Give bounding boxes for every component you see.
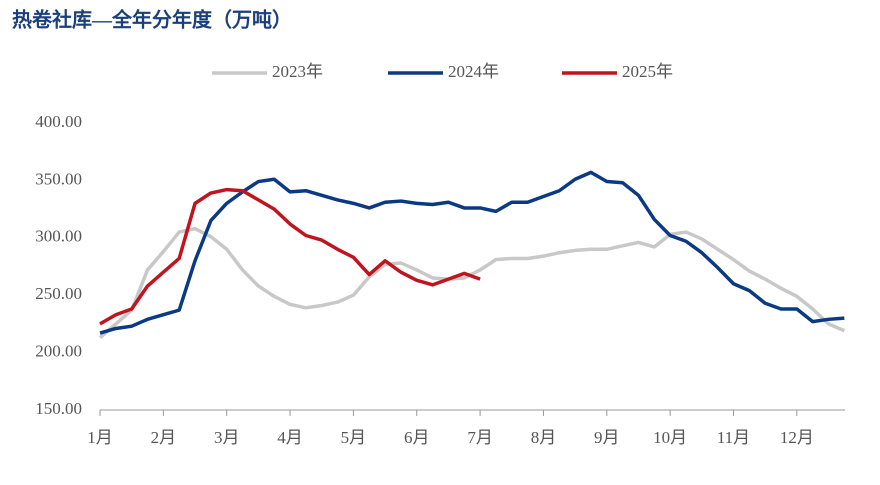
series-line (99, 187, 481, 326)
x-tick-label: 5月 (341, 428, 367, 447)
x-tick-label: 1月 (87, 428, 113, 447)
y-tick-label: 200.00 (35, 342, 82, 361)
x-tick-label: 11月 (717, 428, 750, 447)
series-line (99, 170, 845, 335)
y-tick-label: 350.00 (35, 169, 82, 188)
legend-label: 2024年 (448, 62, 499, 81)
x-tick-label: 12月 (780, 428, 814, 447)
y-tick-label: 400.00 (35, 112, 82, 131)
x-tick-label: 6月 (404, 428, 430, 447)
legend-label: 2023年 (272, 62, 323, 81)
x-tick-label: 10月 (653, 428, 687, 447)
x-tick-label: 4月 (277, 428, 303, 447)
x-tick-label: 8月 (531, 428, 557, 447)
series-line (98, 226, 846, 339)
x-tick-label: 3月 (214, 428, 240, 447)
legend-label: 2025年 (622, 62, 673, 81)
x-tick-label: 2月 (151, 428, 177, 447)
y-tick-label: 150.00 (35, 399, 82, 418)
chart-title: 热卷社库—全年分年度（万吨） (12, 8, 292, 32)
y-tick-label: 250.00 (35, 284, 82, 303)
x-tick-label: 9月 (594, 428, 620, 447)
y-tick-label: 300.00 (35, 227, 82, 246)
x-tick-label: 7月 (467, 428, 493, 447)
